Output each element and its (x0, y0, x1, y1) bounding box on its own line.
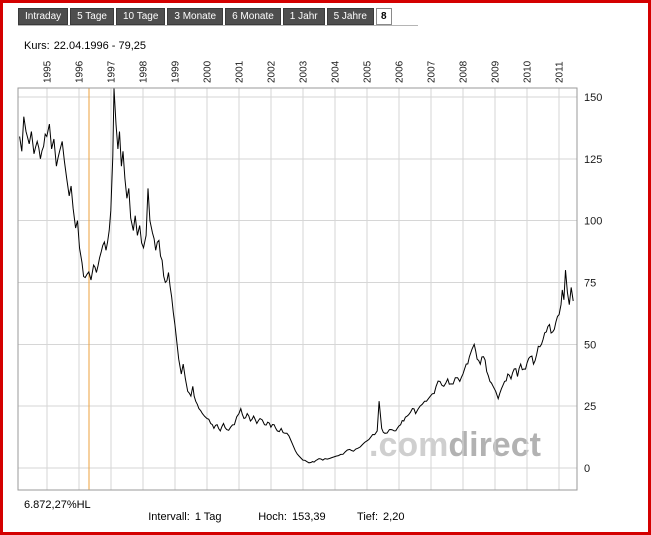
svg-text:2009: 2009 (491, 60, 502, 83)
svg-text:50: 50 (584, 339, 596, 351)
quote-value: 22.04.1996 - 79,25 (53, 40, 147, 52)
tab-10-tage[interactable]: 10 Tage (115, 8, 166, 25)
tab-1-jahr[interactable]: 1 Jahr (282, 8, 325, 25)
svg-text:1995: 1995 (42, 60, 53, 83)
svg-text:2005: 2005 (362, 60, 373, 83)
low-label: Tief: (357, 511, 379, 523)
svg-text:2000: 2000 (202, 60, 213, 83)
interval-value: 1 Tag (194, 511, 222, 523)
svg-text:2004: 2004 (330, 60, 341, 83)
svg-text:2001: 2001 (234, 60, 245, 83)
watermark-prefix: .com (369, 426, 449, 464)
svg-text:2011: 2011 (555, 61, 566, 83)
percent-high-low: 6.872,27%HL (24, 499, 91, 511)
tab-5-jahre[interactable]: 5 Jahre (326, 8, 374, 25)
svg-text:2003: 2003 (298, 60, 309, 83)
svg-text:2006: 2006 (394, 60, 405, 83)
svg-text:1997: 1997 (106, 60, 117, 83)
svg-text:1998: 1998 (138, 60, 149, 83)
low-value: 2,20 (383, 511, 405, 523)
svg-text:0: 0 (584, 463, 590, 475)
tab-max[interactable]: 8 (375, 8, 392, 25)
high-readout: Hoch: 153,39 (246, 499, 326, 532)
svg-text:2007: 2007 (427, 60, 438, 83)
quote-readout: Kurs: 22.04.1996 - 79,25 (24, 40, 146, 52)
interval-label: Intervall: (148, 511, 190, 523)
svg-text:2008: 2008 (459, 60, 470, 83)
tab-5-tage[interactable]: 5 Tage (70, 8, 114, 25)
tab-3-monate[interactable]: 3 Monate (167, 8, 224, 25)
svg-text:100: 100 (584, 216, 602, 228)
svg-text:1999: 1999 (170, 60, 181, 83)
interval-readout: Intervall: 1 Tag (136, 499, 222, 532)
high-value: 153,39 (291, 511, 326, 523)
low-readout: Tief: 2,20 (345, 499, 405, 532)
svg-text:125: 125 (584, 154, 602, 166)
price-chart[interactable]: 0 25 50 75 100 125 150 1995 1996 1997 1998 1999 2000… (3, 3, 648, 532)
svg-text:2010: 2010 (523, 60, 534, 83)
quote-label: Kurs: (24, 40, 50, 52)
svg-text:75: 75 (584, 277, 596, 289)
svg-text:25: 25 (584, 401, 596, 413)
tab-6-monate[interactable]: 6 Monate (225, 8, 281, 25)
svg-text:1996: 1996 (74, 60, 85, 83)
tab-intraday[interactable]: Intraday (18, 8, 69, 25)
svg-text:2002: 2002 (266, 60, 277, 83)
svg-text:150: 150 (584, 92, 602, 104)
period-toolbar: Intraday 5 Tage 10 Tage 3 Monate 6 Monat… (18, 8, 418, 26)
high-label: Hoch: (258, 511, 287, 523)
